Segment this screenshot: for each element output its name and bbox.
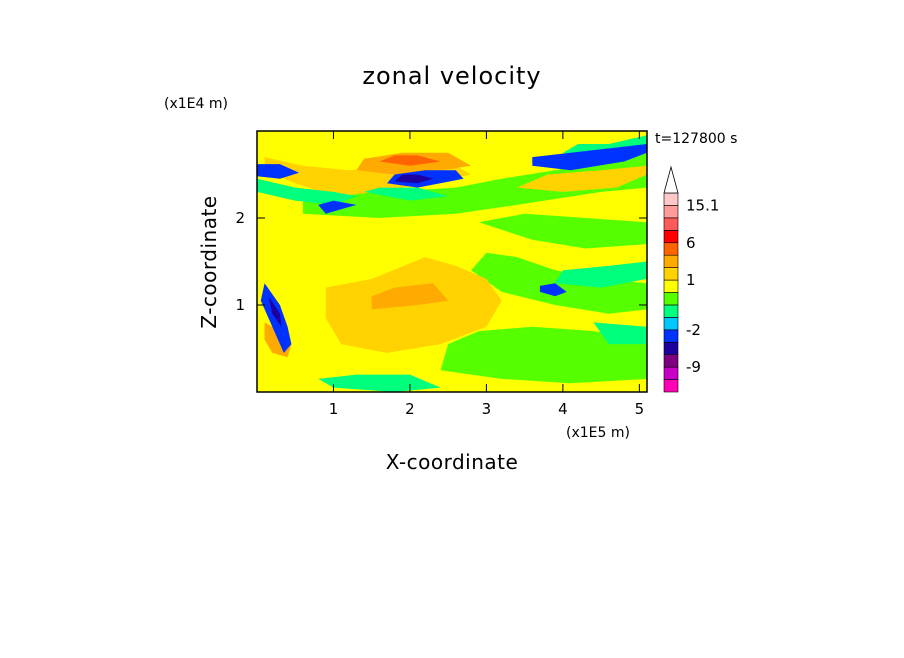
colorbar-label: 1 xyxy=(686,271,696,289)
colorbar-label: -9 xyxy=(686,358,701,376)
velocity-region xyxy=(532,144,647,171)
plot-field xyxy=(257,131,647,392)
colorbar: 15.1 6 1 -2 -9 xyxy=(663,165,719,393)
colorbar-swatch xyxy=(663,317,679,331)
x-axis-ticks: 1 2 3 4 5 xyxy=(329,131,644,418)
colorbar-label: 6 xyxy=(686,234,696,252)
colorbar-swatch xyxy=(663,329,679,343)
velocity-region xyxy=(364,187,449,201)
velocity-region xyxy=(257,178,357,205)
colorbar-swatch xyxy=(663,279,679,293)
velocity-region xyxy=(440,326,647,384)
colorbar-swatch xyxy=(663,379,679,393)
y-units-label: (x1E4 m) xyxy=(164,96,228,112)
colorbar-swatch xyxy=(663,242,679,256)
x-tick-label: 1 xyxy=(329,400,339,418)
x-tick-label: 4 xyxy=(558,400,568,418)
chart-title: zonal velocity xyxy=(362,62,541,90)
colorbar-label: 15.1 xyxy=(686,196,719,214)
x-units-label: (x1E5 m) xyxy=(566,425,630,441)
colorbar-swatch xyxy=(663,217,679,231)
x-tick-label: 2 xyxy=(405,400,415,418)
velocity-region xyxy=(539,283,567,297)
velocity-region xyxy=(593,322,647,345)
velocity-region xyxy=(555,261,647,288)
velocity-region xyxy=(394,174,433,184)
velocity-region xyxy=(371,283,449,310)
velocity-region xyxy=(379,155,441,166)
colorbar-overflow-arrow xyxy=(663,165,679,194)
colorbar-swatch xyxy=(663,254,679,268)
colorbar-swatch xyxy=(663,304,679,318)
velocity-region xyxy=(257,164,300,179)
y-axis-label: Z-coordinate xyxy=(197,195,221,328)
colorbar-swatch xyxy=(663,230,679,244)
plot-frame xyxy=(256,130,648,393)
velocity-region xyxy=(318,200,357,214)
time-label: t=127800 s xyxy=(655,131,737,147)
y-tick-label: 2 xyxy=(235,209,245,227)
velocity-region xyxy=(517,165,647,192)
x-tick-label: 3 xyxy=(482,400,492,418)
colorbar-swatch xyxy=(663,354,679,368)
y-axis-ticks: 12 xyxy=(235,209,647,314)
colorbar-swatch xyxy=(663,205,679,219)
colorbar-swatch xyxy=(663,267,679,281)
velocity-region xyxy=(478,213,647,249)
x-tick-label: 5 xyxy=(635,400,645,418)
colorbar-swatch xyxy=(663,341,679,355)
colorbar-swatch xyxy=(663,192,679,206)
colorbar-swatch xyxy=(663,366,679,380)
colorbar-swatch xyxy=(663,292,679,306)
colorbar-label: -2 xyxy=(686,321,701,339)
x-axis-label: X-coordinate xyxy=(386,450,519,474)
velocity-region xyxy=(268,296,282,327)
y-tick-label: 1 xyxy=(235,296,245,314)
velocity-region xyxy=(302,144,647,218)
